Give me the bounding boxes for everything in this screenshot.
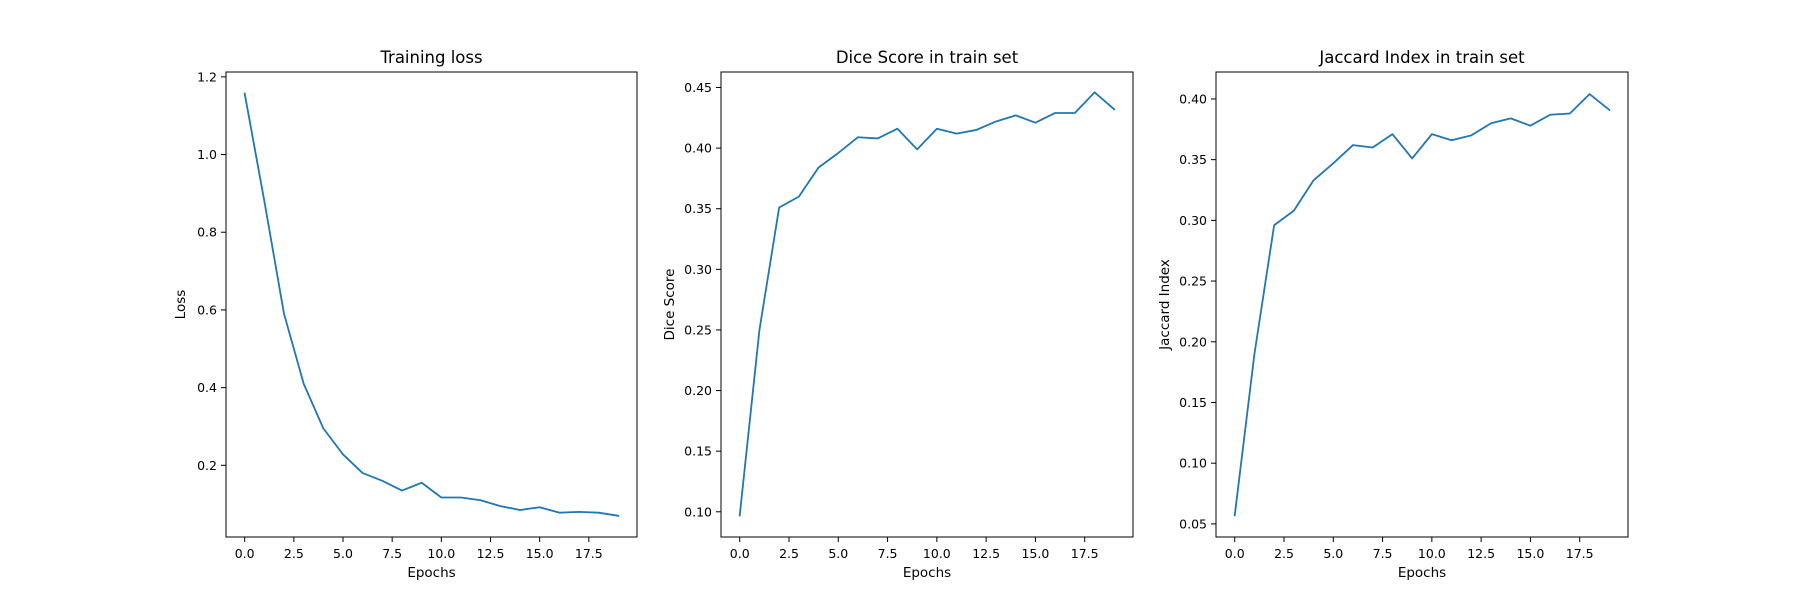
jaccard-ytick-label: 0.30 xyxy=(1179,213,1207,228)
loss-series-line xyxy=(243,92,620,517)
dice-ytick-label: 0.15 xyxy=(684,444,712,459)
loss-xtick-label: 10.0 xyxy=(427,546,455,561)
loss-chart: 0.0 2.5 5.0 7.5 10.0 12.5 15.0 17.5 0.2 0.4 0.6 0.8… xyxy=(173,48,638,581)
dice-xtick-label: 12.5 xyxy=(972,546,1000,561)
dice-ytick-label: 0.10 xyxy=(684,504,712,519)
jaccard-ytick-label: 0.35 xyxy=(1179,152,1207,167)
jaccard-ytick-label: 0.20 xyxy=(1179,334,1207,349)
jaccard-xtick-label: 17.5 xyxy=(1566,546,1594,561)
jaccard-xtick-label: 12.5 xyxy=(1467,546,1495,561)
jaccard-series-line xyxy=(1233,93,1611,517)
loss-xtick-label: 0.0 xyxy=(235,546,255,561)
dice-ytick-label: 0.25 xyxy=(684,322,712,337)
loss-ytick-label: 0.6 xyxy=(197,302,217,317)
dice-xtick-label: 2.5 xyxy=(779,546,799,561)
jaccard-xtick-label: 5.0 xyxy=(1323,546,1343,561)
jaccard-chart: 0.0 2.5 5.0 7.5 10.0 12.5 15.0 17.5 0.05 0.10 0.15… xyxy=(1157,48,1629,581)
dice-series-line xyxy=(738,91,1116,517)
dice-ytick-label: 0.45 xyxy=(684,80,712,95)
loss-xtick-label: 12.5 xyxy=(477,546,505,561)
jaccard-ytick-label: 0.10 xyxy=(1179,456,1207,471)
loss-chart-title: Training loss xyxy=(379,48,482,67)
jaccard-xtick-label: 0.0 xyxy=(1225,546,1245,561)
dice-xtick-label: 15.0 xyxy=(1021,546,1049,561)
dice-chart: 0.0 2.5 5.0 7.5 10.0 12.5 15.0 17.5 0.10 0.15 0.20… xyxy=(662,48,1134,581)
loss-ytick-label: 0.4 xyxy=(197,380,217,395)
jaccard-ytick-label: 0.05 xyxy=(1179,516,1207,531)
dice-ytick-label: 0.40 xyxy=(684,141,712,156)
jaccard-chart-title: Jaccard Index in train set xyxy=(1318,48,1525,67)
loss-x-axis-label: Epochs xyxy=(407,565,455,581)
dice-ytick-label: 0.30 xyxy=(684,262,712,277)
jaccard-xtick-label: 2.5 xyxy=(1274,546,1294,561)
loss-ytick-label: 1.0 xyxy=(197,147,217,162)
loss-xtick-label: 5.0 xyxy=(333,546,353,561)
dice-xtick-label: 0.0 xyxy=(730,546,750,561)
dice-axes-frame xyxy=(720,71,1134,538)
loss-axes-frame xyxy=(225,71,638,538)
jaccard-ytick-label: 0.15 xyxy=(1179,395,1207,410)
dice-xtick-label: 7.5 xyxy=(878,546,898,561)
loss-xtick-label: 15.0 xyxy=(526,546,554,561)
dice-xtick-label: 5.0 xyxy=(828,546,848,561)
loss-ytick-label: 1.2 xyxy=(197,69,217,84)
panels: 0.0 2.5 5.0 7.5 10.0 12.5 15.0 17.5 0.2 0.4 0.6 0.8… xyxy=(173,48,1629,581)
dice-ytick-label: 0.35 xyxy=(684,201,712,216)
jaccard-xtick-label: 7.5 xyxy=(1373,546,1393,561)
dice-xtick-label: 10.0 xyxy=(923,546,951,561)
loss-xtick-label: 7.5 xyxy=(382,546,402,561)
loss-xtick-label: 2.5 xyxy=(284,546,304,561)
dice-y-axis-label: Dice Score xyxy=(662,269,678,341)
jaccard-x-axis-label: Epochs xyxy=(1398,565,1446,581)
jaccard-xtick-label: 15.0 xyxy=(1516,546,1544,561)
loss-ytick-label: 0.8 xyxy=(197,225,217,240)
dice-ytick-label: 0.20 xyxy=(684,383,712,398)
jaccard-y-axis-label: Jaccard Index xyxy=(1157,259,1173,351)
loss-y-axis-label: Loss xyxy=(173,290,189,320)
jaccard-ytick-label: 0.25 xyxy=(1179,274,1207,289)
dice-chart-title: Dice Score in train set xyxy=(836,48,1019,67)
jaccard-xtick-label: 10.0 xyxy=(1418,546,1446,561)
loss-ytick-label: 0.2 xyxy=(197,458,217,473)
loss-xtick-label: 17.5 xyxy=(575,546,603,561)
dice-x-axis-label: Epochs xyxy=(903,565,951,581)
jaccard-ytick-label: 0.40 xyxy=(1179,91,1207,106)
dice-xtick-label: 17.5 xyxy=(1071,546,1099,561)
jaccard-axes-frame xyxy=(1215,71,1629,538)
